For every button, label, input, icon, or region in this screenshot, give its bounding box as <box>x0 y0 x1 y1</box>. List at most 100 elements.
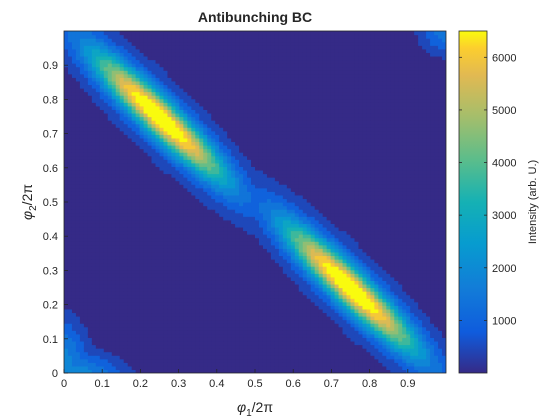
heatmap-cell <box>167 34 173 39</box>
heatmap-cell <box>247 205 252 210</box>
heatmap-cell <box>119 358 125 363</box>
heatmap-cell <box>262 184 268 189</box>
heatmap-cell <box>83 112 89 118</box>
heatmap-cell <box>199 173 204 178</box>
heatmap-cell <box>266 48 272 53</box>
heatmap-cell <box>83 362 89 367</box>
heatmap-cell <box>191 98 196 103</box>
heatmap-cell <box>231 241 236 246</box>
heatmap-cell <box>151 262 157 267</box>
heatmap-cell <box>199 344 204 349</box>
heatmap-cell <box>95 259 101 264</box>
heatmap-cell <box>239 45 244 50</box>
heatmap-cell <box>67 59 73 64</box>
heatmap-cell <box>139 105 145 110</box>
heatmap-cell <box>239 70 244 75</box>
heatmap-cell <box>135 152 141 157</box>
heatmap-cell <box>243 283 248 289</box>
heatmap-cell <box>103 73 109 78</box>
heatmap-cell <box>215 45 220 50</box>
heatmap-cell <box>211 166 216 171</box>
heatmap-cell <box>247 73 252 78</box>
heatmap-cell <box>159 358 165 363</box>
heatmap-cell <box>167 31 173 36</box>
heatmap-cell <box>67 88 73 93</box>
heatmap-cell <box>258 305 264 310</box>
heatmap-cell <box>239 109 244 114</box>
heatmap-cell <box>235 262 240 267</box>
heatmap-cell <box>75 365 81 371</box>
heatmap-cell <box>159 194 165 200</box>
heatmap-cell <box>211 312 216 317</box>
heatmap-cell <box>255 316 260 321</box>
heatmap-cell <box>199 77 204 82</box>
heatmap-cell <box>71 216 77 221</box>
heatmap-cell <box>99 105 105 110</box>
heatmap-cell <box>207 262 212 267</box>
heatmap-cell <box>163 137 169 143</box>
heatmap-cell <box>143 280 149 285</box>
heatmap-cell <box>255 251 260 257</box>
heatmap-cell <box>179 266 184 271</box>
heatmap-cell <box>123 358 129 363</box>
heatmap-cell <box>175 326 180 331</box>
heatmap-cell <box>111 262 117 267</box>
heatmap-cell <box>247 120 252 125</box>
heatmap-cell <box>195 137 200 143</box>
heatmap-cell <box>95 248 101 253</box>
heatmap-cell <box>171 216 177 221</box>
heatmap-cell <box>247 269 252 274</box>
heatmap-cell <box>139 362 145 367</box>
heatmap-cell <box>67 312 73 317</box>
heatmap-cell <box>191 216 196 221</box>
heatmap-cell <box>95 287 101 292</box>
heatmap-cell <box>119 63 125 68</box>
heatmap-cell <box>247 202 252 207</box>
heatmap-cell <box>127 177 133 182</box>
heatmap-cell <box>147 45 153 50</box>
heatmap-cell <box>115 316 121 321</box>
heatmap-cell <box>91 209 97 214</box>
heatmap-cell <box>127 137 133 143</box>
heatmap-cell <box>139 169 145 175</box>
heatmap-cell <box>199 48 204 53</box>
heatmap-cell <box>239 234 244 239</box>
heatmap-cell <box>266 194 272 200</box>
heatmap-cell <box>195 91 200 96</box>
heatmap-cell <box>243 340 248 346</box>
heatmap-cell <box>131 255 137 260</box>
heatmap-cell <box>211 194 216 200</box>
heatmap-cell <box>95 66 101 71</box>
heatmap-cell <box>64 262 69 267</box>
heatmap-cell <box>215 102 220 107</box>
heatmap-cell <box>211 177 216 182</box>
heatmap-cell <box>167 123 173 128</box>
heatmap-cell <box>107 98 113 103</box>
heatmap-cell <box>127 319 133 324</box>
heatmap-cell <box>215 312 220 317</box>
heatmap-cell <box>175 48 180 53</box>
heatmap-cell <box>151 159 157 164</box>
heatmap-cell <box>227 333 232 338</box>
heatmap-cell <box>143 109 149 114</box>
heatmap-cell <box>147 80 153 86</box>
heatmap-cell <box>262 209 268 214</box>
heatmap-cell <box>266 276 272 281</box>
heatmap-cell <box>143 262 149 267</box>
heatmap-cell <box>95 365 101 371</box>
heatmap-cell <box>131 273 137 278</box>
heatmap-cell <box>64 294 69 299</box>
heatmap-cell <box>91 312 97 317</box>
heatmap-cell <box>179 127 184 132</box>
heatmap-cell <box>151 340 157 346</box>
heatmap-cell <box>266 355 272 360</box>
heatmap-cell <box>107 112 113 118</box>
heatmap-cell <box>175 266 180 271</box>
heatmap-cell <box>143 38 149 43</box>
heatmap-cell <box>175 166 180 171</box>
heatmap-cell <box>243 287 248 292</box>
heatmap-cell <box>243 216 248 221</box>
heatmap-cell <box>266 237 272 242</box>
heatmap-cell <box>87 340 93 346</box>
heatmap-cell <box>243 226 248 232</box>
